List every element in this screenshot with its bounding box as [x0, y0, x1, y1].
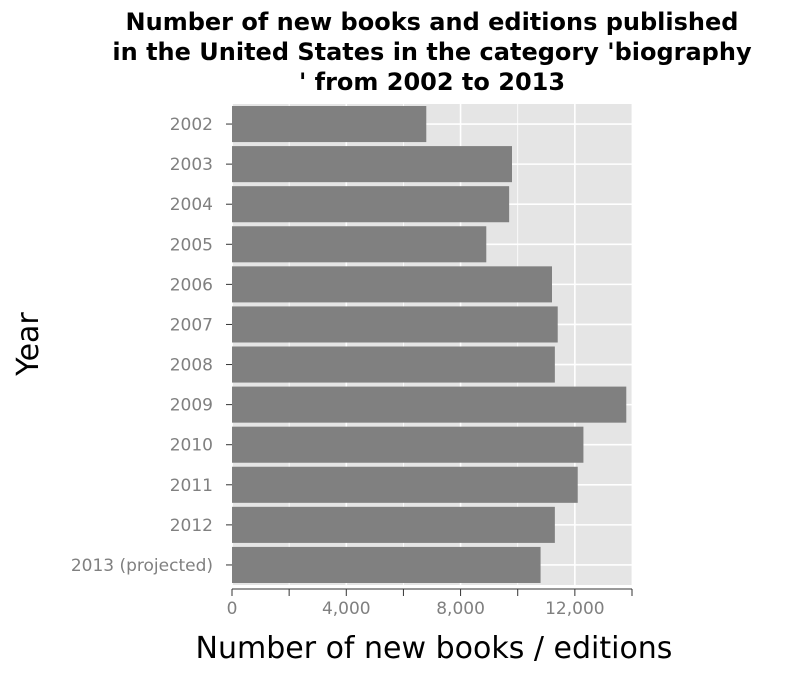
y-tick-label: 2005: [170, 235, 213, 255]
x-axis-title: Number of new books / editions: [196, 631, 673, 666]
y-tick-label: 2003: [170, 155, 213, 175]
x-tick-label: 8,000: [436, 599, 485, 619]
bar-2002: [232, 106, 427, 143]
bar-2010: [232, 426, 584, 463]
y-tick-label: 2008: [170, 356, 213, 376]
title-line-3: ' from 2002 to 2013: [299, 68, 565, 96]
y-tick-label: 2011: [170, 476, 213, 496]
y-tick-label: 2009: [170, 396, 213, 416]
y-axis: 2002 2003 2004 2005 2006 2007 2008 2009 2010 2011…: [71, 115, 232, 576]
bar-2007: [232, 306, 558, 343]
y-tick-label: 2012: [170, 516, 213, 536]
bars: [232, 106, 627, 583]
title-line-2: in the United States in the category 'bi…: [112, 38, 752, 66]
bar-2005: [232, 226, 487, 263]
title-line-1: Number of new books and editions publish…: [126, 8, 739, 36]
y-tick-label: 2004: [170, 195, 213, 215]
y-tick-label: 2010: [170, 436, 213, 456]
y-tick-label: 2013 (projected): [71, 556, 213, 576]
bar-2011: [232, 466, 578, 503]
y-tick-label: 2002: [170, 115, 213, 135]
x-tick-label: 4,000: [322, 599, 371, 619]
y-axis-title: Year: [11, 312, 46, 377]
x-tick-label: 0: [227, 599, 238, 619]
plot-panel: [232, 104, 632, 585]
y-tick-label: 2006: [170, 275, 213, 295]
bar-2004: [232, 186, 510, 223]
y-tick-label: 2007: [170, 315, 213, 335]
bar-2008: [232, 346, 555, 383]
bar-2003: [232, 146, 512, 183]
x-axis: 0 4,000 8,000 12,000: [227, 588, 633, 619]
bar-2006: [232, 266, 552, 303]
x-tick-label: 12,000: [545, 599, 604, 619]
bar-2013-projected-: [232, 546, 541, 583]
chart-title: Number of new books and editions publish…: [112, 8, 752, 96]
bar-2009: [232, 386, 627, 423]
bar-2012: [232, 506, 555, 543]
